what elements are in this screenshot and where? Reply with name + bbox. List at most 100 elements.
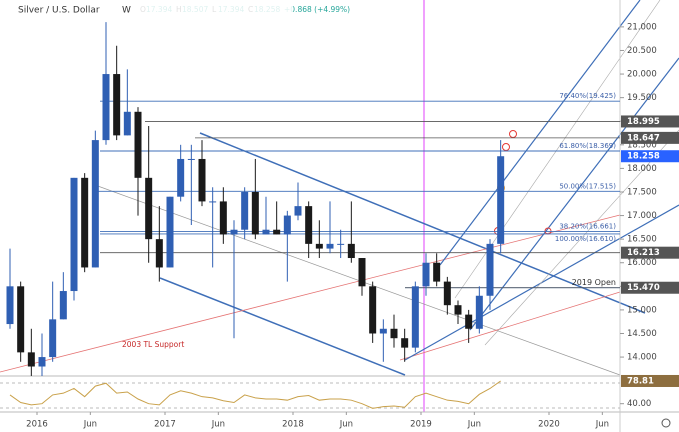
y-tick-label: 18.500 — [627, 140, 657, 150]
y-tick-label: 16.500 — [627, 235, 657, 245]
candle-body — [91, 140, 99, 268]
price-box — [621, 115, 679, 128]
symbol: Silver / U.S. Dollar — [18, 6, 100, 16]
price-box-label: 18.258 — [627, 152, 660, 162]
level-label: 2019 Open — [572, 278, 616, 287]
candle-body — [81, 177, 89, 268]
drawings — [0, 0, 679, 412]
y-tick-label: 17.500 — [627, 187, 657, 197]
candle-body — [209, 201, 217, 203]
candle-body — [102, 74, 110, 141]
candle-body — [262, 229, 270, 235]
header-bg — [3, 3, 293, 17]
header: Silver / U.S. Dollar W — [3, 3, 293, 17]
candle-body — [70, 177, 78, 292]
candle-body — [337, 243, 345, 245]
candle-body — [369, 286, 377, 334]
price-box — [621, 150, 679, 163]
y-tick-label: 17.000 — [627, 211, 657, 221]
candle-body — [49, 319, 57, 358]
candle-body — [241, 191, 249, 230]
price-box-label: 18.995 — [627, 117, 660, 127]
candle-body — [155, 239, 163, 268]
level-label: 61.80%(18.369) — [559, 142, 616, 150]
candles — [6, 22, 505, 376]
price-box — [621, 131, 679, 144]
candle-body — [379, 328, 387, 334]
price-box — [621, 281, 679, 294]
y-tick-label: 18.000 — [627, 164, 657, 174]
candle-body — [486, 243, 494, 296]
level-label: 100.00%(16.610) — [555, 235, 616, 243]
x-tick-label: 2019 — [410, 420, 432, 430]
level-label: 38.20%(16.661) — [559, 223, 616, 231]
x-tick-label: 2017 — [154, 420, 176, 430]
candle-body — [443, 281, 451, 306]
y-tick-label: 20.500 — [627, 46, 657, 56]
candle-body — [294, 206, 302, 216]
rsi-box — [621, 374, 679, 387]
candle-body — [113, 74, 121, 136]
price-box-label: 18.647 — [627, 133, 660, 143]
candle-body — [411, 286, 419, 348]
rsi-value-label: 78.81 — [627, 376, 654, 386]
y-tick-label: 15.000 — [627, 305, 657, 315]
settings-icon[interactable] — [661, 418, 671, 428]
candle-body — [123, 111, 131, 136]
x-tick-label: Jun — [339, 420, 353, 430]
note: 2003 TL Support — [122, 340, 184, 349]
candle-body — [59, 291, 67, 320]
x-tick-label: 2020 — [538, 420, 560, 430]
candle-body — [465, 314, 473, 329]
candle-body — [134, 111, 142, 178]
candle-body — [347, 243, 355, 259]
candle-body — [283, 215, 291, 235]
candle-body — [433, 262, 441, 282]
candle-body — [305, 206, 313, 244]
price-box — [621, 246, 679, 259]
pitchfork-guide — [484, 129, 679, 346]
channel-mid — [94, 184, 621, 376]
support-trendline — [0, 214, 621, 373]
interval: W — [122, 6, 131, 16]
trendline — [399, 291, 621, 361]
candle-body — [198, 158, 206, 202]
pitchfork-upper — [439, 0, 641, 266]
candle-body — [145, 177, 153, 240]
candle-body — [358, 258, 366, 287]
candle-body — [390, 328, 398, 339]
candle-body — [251, 191, 259, 235]
x-tick-label: Jun — [211, 420, 225, 430]
channel-upper — [199, 132, 646, 314]
candle-body — [273, 229, 281, 235]
candle-body — [38, 357, 46, 367]
candle-body — [326, 243, 334, 249]
pitchfork-lower — [404, 204, 679, 361]
candle-body — [454, 305, 462, 315]
x-tick-label: Jun — [83, 420, 97, 430]
y-tick-label: 20.000 — [627, 70, 657, 80]
candle-body — [497, 156, 505, 244]
candle-body — [230, 229, 238, 235]
pitchfork-median — [469, 57, 679, 331]
y-tick-label: 21.000 — [627, 22, 657, 32]
candle-body — [27, 352, 35, 367]
marker — [502, 143, 510, 151]
candle-body — [177, 158, 185, 197]
level-label: 50.00%(17.515) — [559, 182, 616, 190]
rsi-line — [9, 380, 501, 409]
candle-body — [422, 262, 430, 287]
y-tick-label: 14.000 — [627, 353, 657, 363]
y-tick-label: 40.00 — [627, 399, 651, 409]
channel-lower — [159, 277, 406, 376]
y-tick-label: 19.500 — [627, 93, 657, 103]
x-tick-label: 2016 — [26, 420, 48, 430]
price-box-label: 15.470 — [627, 283, 660, 293]
candle-body — [219, 201, 227, 235]
change: +0.868 (+4.99%) — [284, 5, 350, 14]
candle-body — [166, 196, 174, 268]
y-tick-label: 16.000 — [627, 258, 657, 268]
candle-body — [187, 158, 195, 160]
